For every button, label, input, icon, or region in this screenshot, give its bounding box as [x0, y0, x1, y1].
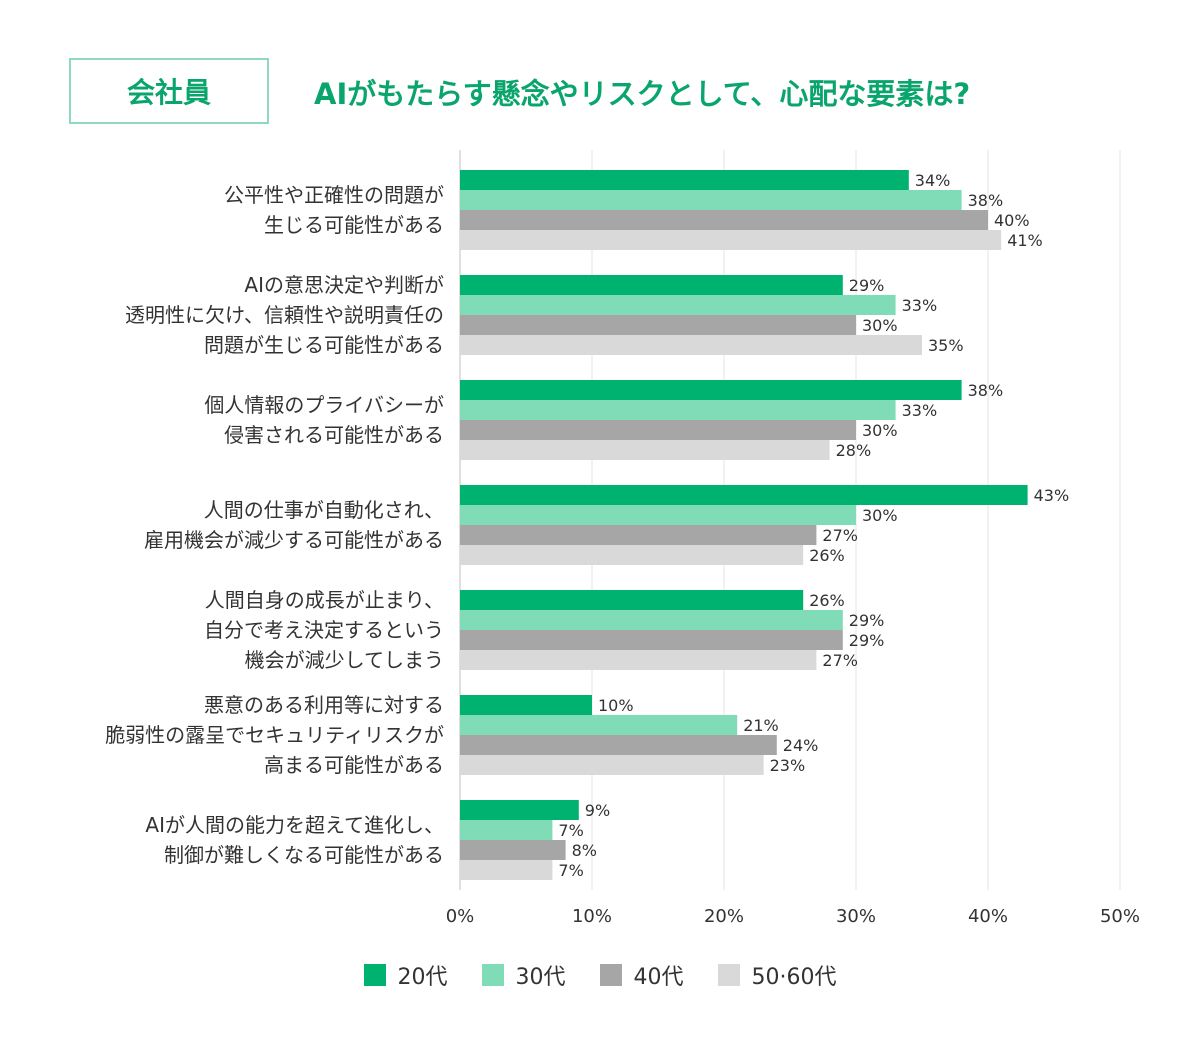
- bar: [460, 190, 962, 210]
- category-label: 問題が生じる可能性がある: [204, 333, 444, 357]
- x-tick-label: 50%: [1100, 906, 1140, 927]
- bar: [460, 380, 962, 400]
- category-label: 生じる可能性がある: [264, 213, 444, 237]
- legend-item: 50·60代: [717, 959, 837, 991]
- bar: [460, 715, 738, 735]
- x-tick-label: 10%: [572, 906, 612, 927]
- bar: [460, 650, 817, 670]
- category-label: 公平性や正確性の問題が: [224, 183, 444, 207]
- category-label: 脆弱性の露呈でセキュリティリスクが: [105, 723, 444, 747]
- bar-value-label: 7%: [558, 821, 583, 840]
- category-label: 機会が減少してしまう: [245, 648, 444, 672]
- x-tick-label: 0%: [446, 906, 475, 927]
- legend-label: 50·60代: [751, 965, 837, 990]
- legend-label: 30代: [515, 965, 566, 990]
- category-label: 個人情報のプライバシーが: [204, 393, 444, 417]
- bar: [460, 400, 896, 420]
- bar-value-label: 38%: [968, 381, 1004, 400]
- bar-value-label: 9%: [585, 801, 610, 820]
- bar-value-label: 30%: [862, 316, 898, 335]
- legend-item: 20代: [363, 959, 448, 991]
- category-label: 高まる可能性がある: [264, 753, 444, 777]
- bar-value-label: 8%: [572, 841, 597, 860]
- legend-swatch: [717, 964, 740, 986]
- bar-value-label: 41%: [1007, 231, 1043, 250]
- category-label: 自分で考え決定するという: [204, 618, 444, 642]
- category-label: 侵害される可能性がある: [224, 423, 444, 447]
- bar: [460, 860, 553, 880]
- bar-chart: 0% 10% 20% 30% 40% 50%34%38%40%41%公平性や正確性の問題が…: [105, 150, 1140, 927]
- bar: [460, 840, 566, 860]
- legend-label: 20代: [397, 965, 448, 990]
- legend-swatch: [363, 964, 386, 986]
- category-label: 透明性に欠け、信頼性や説明責任の: [125, 303, 444, 327]
- bar-value-label: 38%: [968, 191, 1004, 210]
- bar-value-label: 29%: [849, 276, 885, 295]
- category-label: 人間自身の成長が止まり、: [205, 588, 444, 612]
- bar-value-label: 40%: [994, 211, 1030, 230]
- bar-value-label: 23%: [770, 756, 806, 775]
- legend-item: 30代: [481, 959, 566, 991]
- chart-legend: 20代 30代 40代 50·60代: [0, 958, 1200, 992]
- bar: [460, 505, 856, 525]
- bar: [460, 335, 922, 355]
- category-label: AIの意思決定や判断が: [244, 273, 444, 297]
- bar: [460, 295, 896, 315]
- bar: [460, 590, 804, 610]
- legend-swatch: [481, 964, 504, 986]
- category-label: AIが人間の能力を超えて進化し、: [145, 813, 444, 837]
- bar-value-label: 7%: [558, 861, 583, 880]
- bar-value-label: 34%: [915, 171, 951, 190]
- legend-item: 40代: [599, 959, 684, 991]
- legend-swatch: [599, 964, 622, 986]
- bar: [460, 230, 1002, 250]
- bar: [460, 800, 579, 820]
- bar-value-label: 24%: [783, 736, 819, 755]
- bar-value-label: 21%: [743, 716, 779, 735]
- category-label: 雇用機会が減少する可能性がある: [144, 528, 444, 552]
- bar-value-label: 29%: [849, 611, 885, 630]
- bar: [460, 485, 1028, 505]
- bar-value-label: 27%: [822, 526, 858, 545]
- bar: [460, 440, 830, 460]
- x-tick-label: 20%: [704, 906, 744, 927]
- bar-value-label: 33%: [902, 401, 938, 420]
- x-tick-label: 40%: [968, 906, 1008, 927]
- bar-value-label: 26%: [809, 591, 845, 610]
- category-label: 制御が難しくなる可能性がある: [164, 843, 444, 867]
- bar: [460, 630, 843, 650]
- bar-value-label: 35%: [928, 336, 964, 355]
- segment-badge: 会社員: [69, 58, 269, 124]
- bar: [460, 315, 856, 335]
- bar-value-label: 30%: [862, 506, 898, 525]
- bar: [460, 755, 764, 775]
- bar-value-label: 30%: [862, 421, 898, 440]
- bar-value-label: 26%: [809, 546, 845, 565]
- chart-title: AIがもたらす懸念やリスクとして、心配な要素は?: [314, 77, 971, 111]
- bar-value-label: 29%: [849, 631, 885, 650]
- bar-value-label: 10%: [598, 696, 634, 715]
- category-label: 悪意のある利用等に対する: [204, 693, 444, 717]
- bar: [460, 170, 909, 190]
- bar-value-label: 28%: [836, 441, 872, 460]
- bar-value-label: 33%: [902, 296, 938, 315]
- bar: [460, 545, 804, 565]
- legend-label: 40代: [633, 965, 684, 990]
- bar: [460, 695, 592, 715]
- bar: [460, 820, 553, 840]
- bar-value-label: 43%: [1034, 486, 1070, 505]
- bar: [460, 525, 817, 545]
- bar: [460, 275, 843, 295]
- bar-value-label: 27%: [822, 651, 858, 670]
- category-label: 人間の仕事が自動化され、: [204, 498, 444, 522]
- bar: [460, 210, 988, 230]
- bar: [460, 735, 777, 755]
- bar: [460, 420, 856, 440]
- x-tick-label: 30%: [836, 906, 876, 927]
- bar: [460, 610, 843, 630]
